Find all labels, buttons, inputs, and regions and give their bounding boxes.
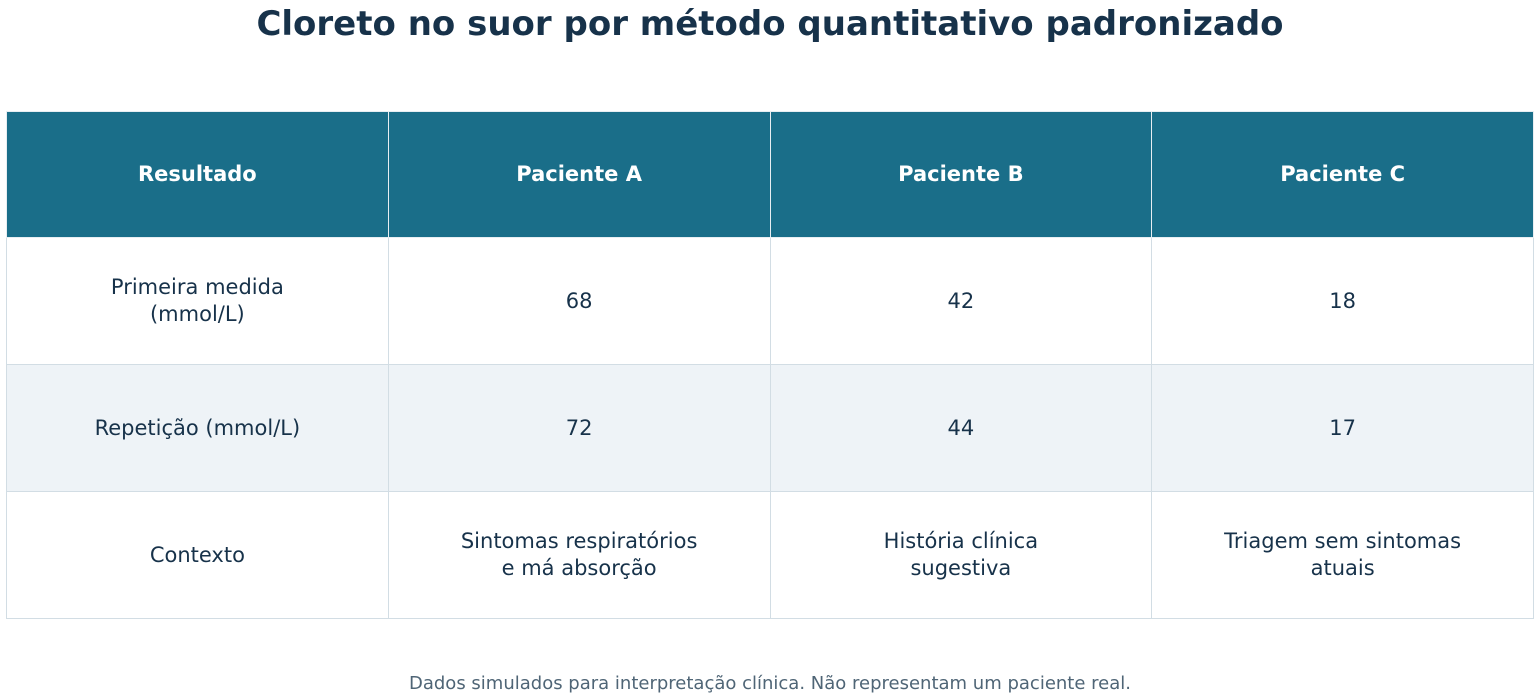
row-label: Repetição (mmol/L) [6, 364, 389, 492]
row-label: Primeira medida (mmol/L) [6, 237, 389, 365]
table-row: Contexto Sintomas respiratórios e má abs… [6, 491, 1534, 619]
table-cell: 68 [387, 237, 771, 365]
table-cell: 44 [769, 364, 1153, 492]
table-header-row: Resultado Paciente A Paciente B Paciente… [6, 111, 1534, 238]
column-header: Paciente C [1151, 111, 1534, 238]
row-label: Contexto [6, 491, 389, 619]
table-row: Repetição (mmol/L) 72 44 17 [6, 364, 1534, 492]
footnote: Dados simulados para interpretação clíni… [408, 673, 1131, 694]
data-table: Resultado Paciente A Paciente B Paciente… [6, 111, 1534, 619]
column-header: Paciente B [769, 111, 1153, 238]
table-cell: História clínica sugestiva [769, 491, 1153, 619]
table-cell: Triagem sem sintomas atuais [1151, 491, 1534, 619]
chart-title: Cloreto no suor por método quantitativo … [256, 4, 1284, 44]
table-cell: 72 [387, 364, 771, 492]
column-header: Paciente A [387, 111, 771, 238]
table-cell: 18 [1151, 237, 1534, 365]
table-cell: 17 [1151, 364, 1534, 492]
table-cell: 42 [769, 237, 1153, 365]
table-cell: Sintomas respiratórios e má absorção [387, 491, 771, 619]
column-header: Resultado [6, 111, 389, 238]
table-row: Primeira medida (mmol/L) 68 42 18 [6, 237, 1534, 365]
